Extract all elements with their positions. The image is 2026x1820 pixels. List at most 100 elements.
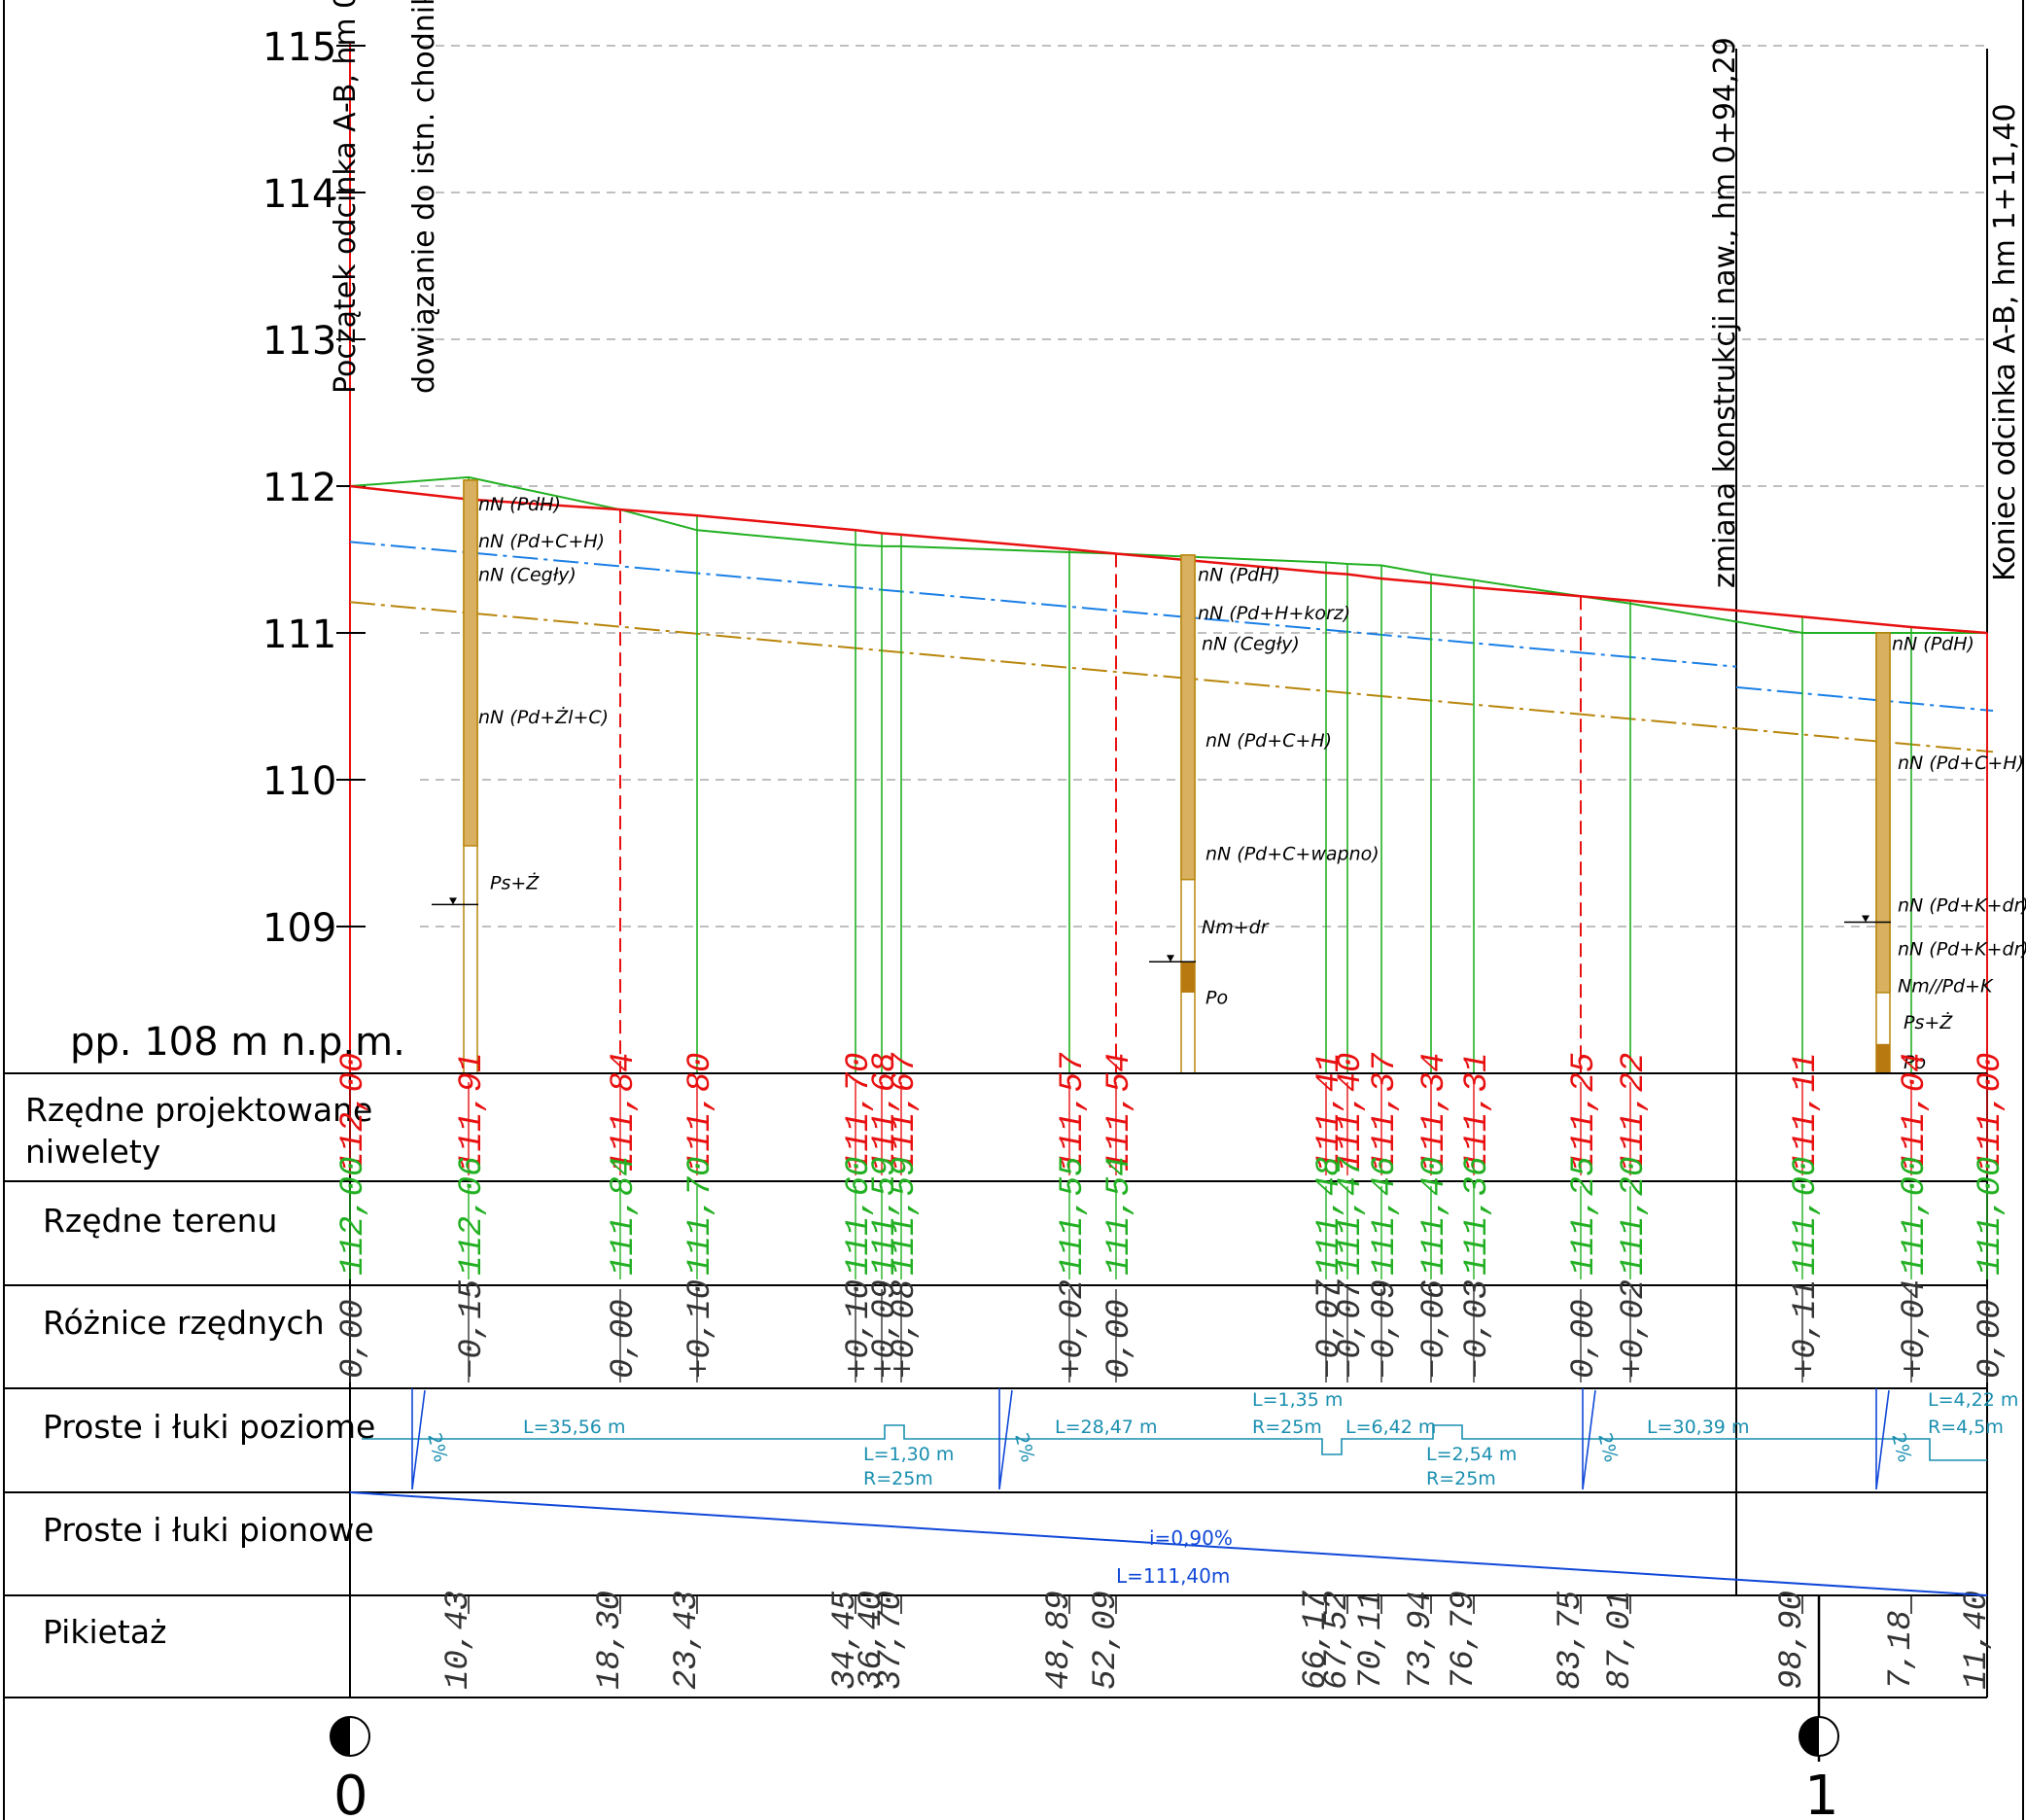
- arc-label-3-L: L=2,54 m: [1426, 1444, 1517, 1465]
- table-value-terrain: 111,36: [1459, 1157, 1496, 1276]
- axis-tick-label: 109: [262, 906, 336, 951]
- table-value-diff: −0,15: [454, 1279, 491, 1379]
- end-label: Koniec odcinka A-B, hm 1+11,40: [1988, 103, 2022, 581]
- groundwater-marker: [449, 897, 457, 905]
- table-value-design: 111,34: [1416, 1053, 1453, 1172]
- borehole-layer-label: nN (PdH): [1198, 565, 1280, 586]
- table-value-diff: +0,08: [887, 1279, 924, 1379]
- table-value-diff: 0,00: [1101, 1299, 1138, 1379]
- tangent-label-4: L=30,39 m: [1647, 1417, 1749, 1438]
- table-value-design: 111,80: [682, 1053, 719, 1172]
- arc-label-2-L: L=1,35 m: [1252, 1389, 1343, 1411]
- chainage-value: 73,94: [1403, 1591, 1440, 1690]
- table-value-diff: 0,00: [1973, 1299, 2009, 1379]
- table-value-design: 112,00: [335, 1053, 372, 1172]
- table-value-design: 111,54: [1101, 1053, 1138, 1172]
- groundwater-marker: [1167, 955, 1174, 962]
- table-value-terrain: 111,46: [1367, 1157, 1404, 1276]
- borehole-layer-label: nN (Pd+K+dr): [1898, 894, 2026, 916]
- table-value-terrain: 111,54: [1101, 1157, 1138, 1276]
- borehole: nN (PdH) nN (Pd+H+korz) nN (Cegły) nN (Pd+C…: [1149, 554, 1380, 1074]
- start-label-line1: Początek odcinka A-B, hm 0+00,00: [329, 0, 363, 394]
- table-value-terrain: 111,48: [1311, 1157, 1348, 1276]
- elevation-axis: 109 110 111 112 113 114 115: [262, 25, 1987, 1073]
- table-value-terrain: 111,00: [1788, 1157, 1825, 1276]
- table-value-design: 111,37: [1367, 1052, 1404, 1172]
- table-value-diff: +0,02: [1055, 1279, 1092, 1379]
- table-value-diff: +0,02: [1616, 1279, 1653, 1379]
- hectometer-label-0: 0: [333, 1765, 368, 1820]
- table-value-design: 111,68: [867, 1053, 904, 1172]
- horizontal-alignment: [362, 1424, 1987, 1461]
- borehole-layer-label: nN (Pd+C+wapno): [1205, 844, 1380, 865]
- chainage-value: 70,11: [1353, 1591, 1390, 1690]
- row-header-diff: Różnice rzędnych: [43, 1304, 325, 1342]
- axis-tick-label: 110: [262, 759, 336, 804]
- borehole-layer-label: nN (Pd+K+dr): [1898, 939, 2026, 961]
- start-label-line2: dowiązanie do istn. chodnika: [407, 0, 441, 394]
- borehole-layer-label: Po: [1205, 987, 1228, 1008]
- table-value-diff: −0,09: [1367, 1279, 1404, 1379]
- borehole-peat-layer: [1876, 1043, 1890, 1073]
- borehole-layer-label: nN (Pd+C+H): [1205, 730, 1332, 752]
- table-value-design: 111,22: [1616, 1053, 1653, 1172]
- profile-area: nN (PdH) nN (Pd+C+H) nN (Cegły) nN (Pd+Żl+C…: [349, 49, 2026, 1762]
- arc-label-2-R: R=25m: [1252, 1417, 1322, 1438]
- tangent-label-1: L=35,56 m: [523, 1417, 625, 1438]
- arc-label-1-R: R=25m: [863, 1468, 933, 1489]
- table-value-terrain: 111,00: [1897, 1157, 1934, 1276]
- terrain-line: [349, 475, 1987, 634]
- hectometer-symbol-0-fill: [331, 1717, 350, 1756]
- chainage-value: 37,70: [873, 1591, 910, 1690]
- borehole-fill-layer: [463, 479, 478, 847]
- table-value-diff: −0,03: [1459, 1279, 1496, 1379]
- borehole-layer-label: Nm//Pd+K: [1898, 975, 1994, 997]
- chainage-value: 87,01: [1602, 1591, 1639, 1690]
- vertical-grade-line: [349, 1491, 1988, 1596]
- axis-tick-label: 111: [262, 612, 336, 657]
- borehole-layer-label: nN (Cegły): [1202, 634, 1300, 655]
- borehole-layer-label: Po: [1904, 1052, 1926, 1073]
- table-value-terrain: 111,40: [1416, 1157, 1453, 1276]
- borehole-layer-label: nN (Pd+H+korz): [1198, 603, 1350, 624]
- table-value-terrain: 111,20: [1616, 1157, 1653, 1276]
- borehole-fill-layer: [1180, 554, 1196, 881]
- axis-tick-label: 115: [262, 25, 336, 70]
- table-value-terrain: 111,70: [682, 1157, 719, 1276]
- table-value-diff: 0,00: [606, 1299, 643, 1379]
- data-table: [4, 1072, 1987, 1698]
- borehole-peat-layer: [1181, 962, 1195, 993]
- table-value-diff: +0,10: [682, 1279, 719, 1379]
- vertical-grade-label: i=0,90%: [1149, 1526, 1233, 1550]
- chainage-value: 48,89: [1041, 1591, 1078, 1690]
- blue-line-1: [349, 541, 1737, 668]
- borehole-layer-label: nN (PdH): [478, 494, 561, 515]
- table-value-diff: −0,07: [1333, 1278, 1370, 1379]
- chainage-value: 18,30: [592, 1591, 629, 1690]
- axis-tick-label: 113: [262, 319, 336, 364]
- borehole: nN (PdH) nN (Pd+C+H) nN (Pd+K+dr) nN (Pd+K+…: [1844, 632, 2026, 1074]
- groundwater-marker: [1862, 915, 1869, 923]
- table-value-diff: −0,07: [1311, 1278, 1348, 1379]
- table-value-terrain: 111,00: [1973, 1157, 2009, 1276]
- table-value-terrain: 111,59: [867, 1157, 904, 1276]
- table-value-design: 111,04: [1897, 1053, 1934, 1172]
- axis-tick-label: 112: [262, 466, 336, 510]
- table-value-design: 111,31: [1459, 1053, 1496, 1172]
- table-value-design: 111,91: [454, 1053, 491, 1172]
- crossfall-label-4: 2%: [1887, 1431, 1915, 1465]
- crossfall-label-2: 2%: [1010, 1431, 1038, 1465]
- chainage-value: 98,90: [1774, 1591, 1811, 1690]
- table-value-terrain: 111,55: [1055, 1157, 1092, 1276]
- chainage-value: 83,75: [1553, 1591, 1589, 1690]
- table-value-design: 111,57: [1055, 1052, 1092, 1172]
- table-value-diff: 0,00: [335, 1299, 372, 1379]
- table-value-design: 111,40: [1333, 1053, 1370, 1172]
- vertical-length-label: L=111,40m: [1116, 1564, 1230, 1588]
- row-header-terrain: Rzędne terenu: [43, 1202, 277, 1240]
- hectometer-symbol-1-fill: [1799, 1717, 1819, 1756]
- chainage-value: 34,45: [827, 1591, 864, 1690]
- axis-tick-label: 114: [262, 172, 336, 217]
